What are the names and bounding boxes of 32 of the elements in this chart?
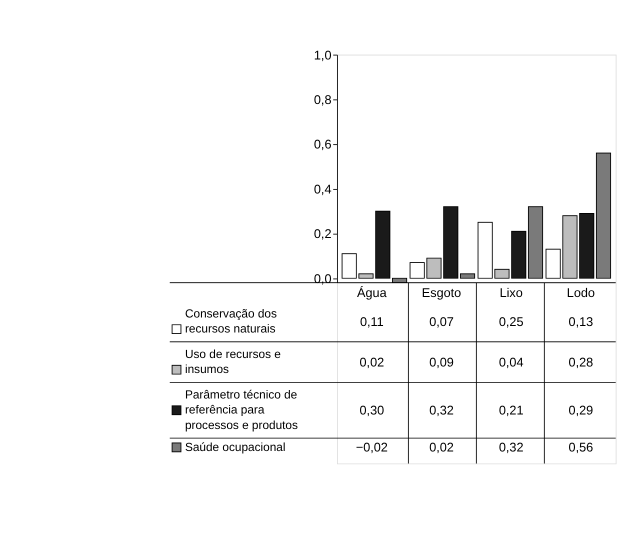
legend-label: Conservação dos recursos naturais bbox=[184, 306, 277, 336]
data-label: 0,30 bbox=[360, 403, 384, 418]
data-label: 0,07 bbox=[429, 314, 454, 329]
legend-label: Uso de recursos e insumos bbox=[184, 346, 282, 376]
legend-label: Saúde ocupacional bbox=[184, 440, 286, 454]
y-tick-label: 1,0 bbox=[314, 48, 332, 62]
data-label: 0,56 bbox=[568, 440, 594, 455]
data-label: 0,25 bbox=[498, 314, 524, 329]
x-tick-label: Lixo bbox=[500, 286, 523, 300]
bar bbox=[546, 248, 561, 279]
x-tick-label: Lodo bbox=[566, 286, 595, 300]
legend-label: Parâmetro técnico de referência para processos e produtos bbox=[184, 387, 298, 432]
data-label: 0,13 bbox=[568, 314, 594, 329]
data-label: 0,21 bbox=[498, 403, 524, 418]
x-tick-label: Água bbox=[357, 286, 388, 300]
data-label: 0,28 bbox=[568, 355, 594, 370]
data-label: 0,29 bbox=[568, 403, 594, 418]
y-tick-label: 0,2 bbox=[314, 227, 332, 242]
y-tick-label: 0,6 bbox=[314, 138, 332, 152]
data-label: 0,02 bbox=[360, 355, 384, 370]
data-label: 0,32 bbox=[498, 440, 524, 455]
data-label: 0,11 bbox=[360, 314, 384, 329]
data-label: 0,02 bbox=[429, 440, 454, 455]
x-tick-label: Esgoto bbox=[422, 286, 462, 300]
bar bbox=[478, 222, 493, 279]
data-label: 0,04 bbox=[498, 355, 524, 370]
y-tick-label: 0,8 bbox=[314, 93, 332, 108]
data-label: −0,02 bbox=[356, 440, 388, 455]
bar bbox=[410, 262, 425, 279]
data-label: 0,09 bbox=[429, 355, 454, 370]
y-tick-label: 0,4 bbox=[314, 182, 332, 196]
data-label: 0,32 bbox=[429, 403, 454, 418]
